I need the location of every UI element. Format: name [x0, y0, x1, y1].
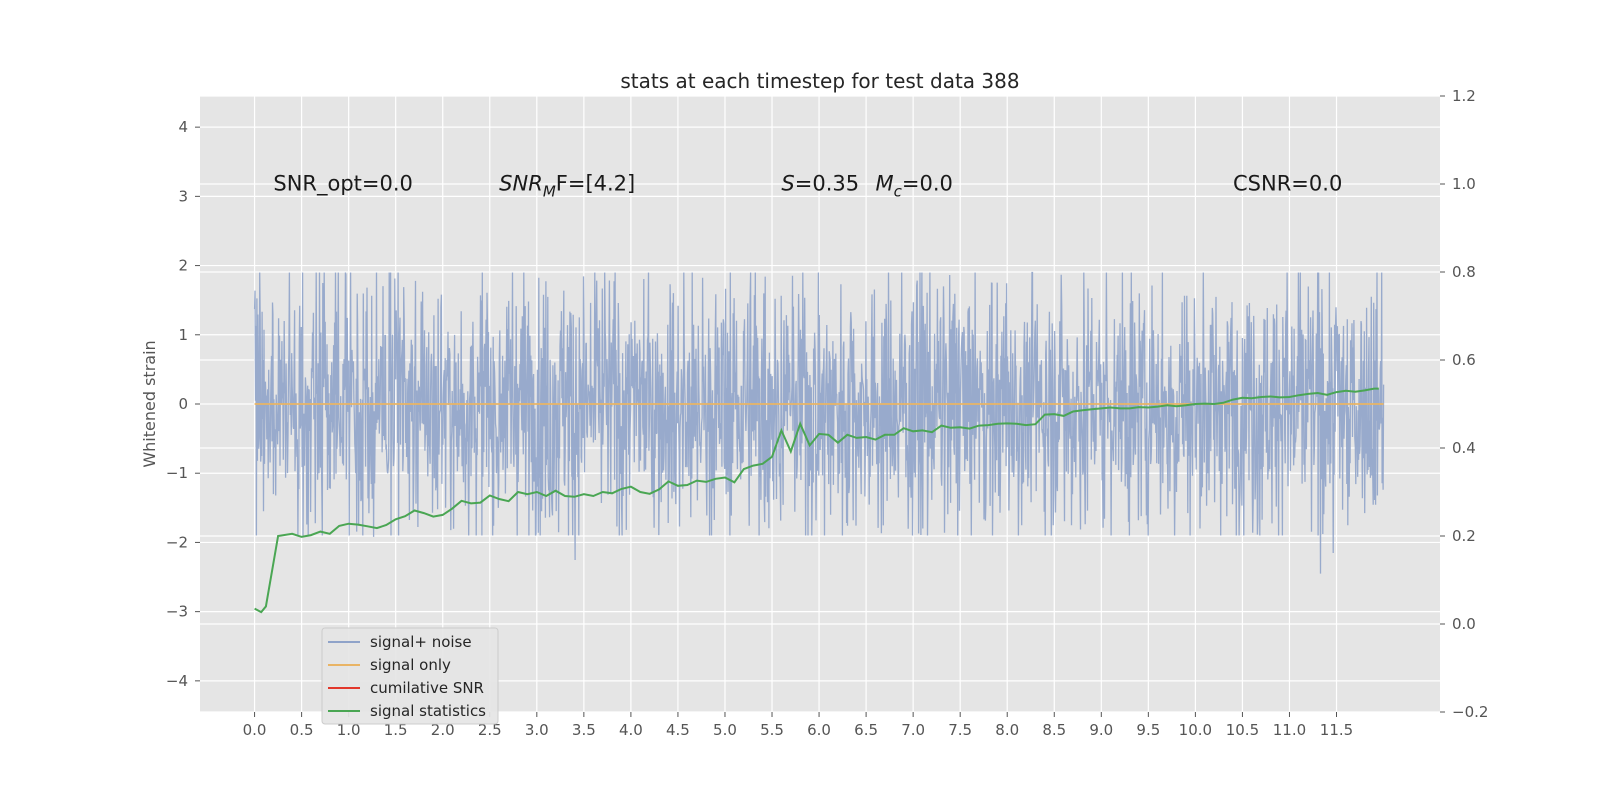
x-tick-label: 8.5 [1042, 721, 1066, 739]
annotation-value: =0.35 [795, 172, 859, 196]
x-tick-label: 11.0 [1273, 721, 1306, 739]
annotation-text: SNRMF=[4.2] [499, 172, 635, 201]
x-tick-label: 2.5 [478, 721, 502, 739]
y-tick-label-right: −0.2 [1452, 703, 1488, 721]
annotation-subscript: c [894, 183, 903, 201]
y-axis-label: Whitened strain [140, 340, 159, 467]
x-tick-label: 10.0 [1179, 721, 1212, 739]
legend-label: signal statistics [370, 702, 486, 720]
annotation-value: F=[4.2] [556, 172, 635, 196]
annotations: SNR_opt=0.0 SNRMF=[4.2] S=0.35 Mc=0.0 CSNR=0… [273, 172, 1342, 201]
x-tick-label: 5.0 [713, 721, 737, 739]
x-tick-label: 3.5 [572, 721, 596, 739]
y-tick-label-left: 1 [178, 326, 188, 344]
y-tick-label-right: 0.4 [1452, 439, 1476, 457]
series-signal-noise [253, 271, 1385, 574]
y-tick-label-left: −3 [166, 603, 188, 621]
annotation-subscript: M [543, 183, 556, 201]
y-tick-label-left: 3 [178, 187, 188, 205]
y-tick-label-left: 2 [178, 257, 188, 275]
annotation-symbol: M [876, 172, 894, 196]
chart-title: stats at each timestep for test data 388 [620, 69, 1019, 93]
y-tick-label-right: 1.2 [1452, 87, 1476, 105]
series-layer [253, 271, 1385, 614]
legend: signal+ noise signal only cumilative SNR si… [321, 627, 499, 725]
x-tick-label: 4.5 [666, 721, 690, 739]
x-tick-label: 7.0 [901, 721, 925, 739]
axes: 0.0 0.5 1.0 1.5 2.0 2.5 3.0 3.5 4.0 4.5 5.0 5.5 6.0 6… [166, 87, 1489, 739]
annotation-text: SNR_opt=0.0 [273, 172, 413, 197]
annotation-text: CSNR=0.0 [1233, 172, 1342, 196]
legend-label: cumilative SNR [370, 679, 484, 697]
legend-label: signal+ noise [370, 633, 472, 651]
annotation-text: S=0.35 [781, 172, 859, 196]
x-tick-label: 0.0 [243, 721, 267, 739]
x-tick-label: 1.0 [337, 721, 361, 739]
y-tick-label-left: −4 [166, 672, 188, 690]
series-signal-statistics [254, 387, 1379, 614]
y-tick-label-left: −1 [166, 464, 188, 482]
x-tick-label: 7.5 [948, 721, 972, 739]
x-tick-label: 6.5 [854, 721, 878, 739]
x-tick-label: 9.0 [1089, 721, 1113, 739]
y-tick-label-right: 0.0 [1452, 615, 1476, 633]
y-tick-label-right: 0.8 [1452, 263, 1476, 281]
x-tick-label: 1.5 [384, 721, 408, 739]
x-tick-label: 10.5 [1226, 721, 1259, 739]
x-tick-label: 0.5 [290, 721, 314, 739]
x-tick-label: 3.0 [525, 721, 549, 739]
y-tick-label-left: 4 [178, 118, 188, 136]
annotation-symbol: SNR [499, 172, 543, 196]
x-tick-label: 11.5 [1320, 721, 1353, 739]
x-tick-label: 8.0 [995, 721, 1019, 739]
annotation-text: Mc=0.0 [876, 172, 953, 201]
legend-box [321, 627, 499, 725]
y-tick-label-right: 1.0 [1452, 175, 1476, 193]
y-tick-label-right: 0.6 [1452, 351, 1476, 369]
y-tick-label-right: 0.2 [1452, 527, 1476, 545]
annotation-value: =0.0 [902, 172, 953, 196]
x-tick-label: 4.0 [619, 721, 643, 739]
y-tick-label-left: 0 [178, 395, 188, 413]
x-tick-label: 9.5 [1136, 721, 1160, 739]
x-tick-label: 5.5 [760, 721, 784, 739]
x-tick-label: 2.0 [431, 721, 455, 739]
y-tick-label-left: −2 [166, 533, 188, 551]
x-tick-label: 6.0 [807, 721, 831, 739]
legend-label: signal only [370, 656, 451, 674]
annotation-symbol: S [781, 172, 794, 196]
